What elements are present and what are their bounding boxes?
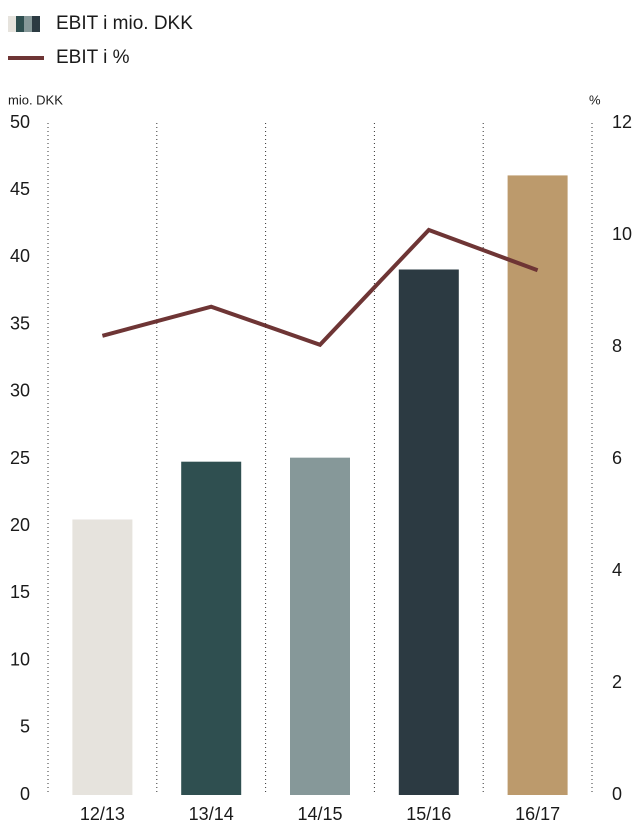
line (101, 227, 539, 348)
y2-tick-label: 12 (612, 112, 632, 132)
y2-axis-label: % (589, 92, 601, 107)
y-tick-label: 5 (20, 717, 30, 737)
y-tick-label: 30 (10, 381, 30, 401)
legend-swatch (24, 16, 32, 32)
y-tick-label: 10 (10, 649, 30, 669)
y-tick-label: 0 (20, 784, 30, 804)
y-tick-label: 35 (10, 313, 30, 333)
y2-tick-label: 8 (612, 336, 622, 356)
y-tick-label: 45 (10, 179, 30, 199)
y2-tick-label: 2 (612, 672, 622, 692)
bar (181, 461, 242, 795)
y-tick-label: 50 (10, 112, 30, 132)
bar (290, 457, 350, 795)
bar (507, 175, 568, 795)
x-tick-label: 16/17 (515, 804, 560, 824)
x-tick-label: 15/16 (406, 804, 451, 824)
x-tick-label: 12/13 (80, 804, 125, 824)
y-tick-label: 15 (10, 582, 30, 602)
y2-tick-label: 0 (612, 784, 622, 804)
y2-tick-label: 6 (612, 448, 622, 468)
y-tick-label: 20 (10, 515, 30, 535)
legend-swatch (16, 16, 24, 32)
legend-swatch (8, 16, 16, 32)
legend-swatch (32, 16, 40, 32)
x-tick-label: 13/14 (189, 804, 234, 824)
x-tick-label: 14/15 (297, 804, 342, 824)
legend-label: EBIT i % (56, 47, 130, 68)
y2-tick-label: 4 (612, 560, 622, 580)
y-axis-label: mio. DKK (8, 92, 63, 107)
y-tick-label: 25 (10, 448, 30, 468)
bar (72, 519, 133, 795)
y-tick-label: 40 (10, 246, 30, 266)
legend-label: EBIT i mio. DKK (56, 13, 193, 34)
bar (398, 269, 459, 796)
y2-tick-label: 10 (612, 224, 632, 244)
